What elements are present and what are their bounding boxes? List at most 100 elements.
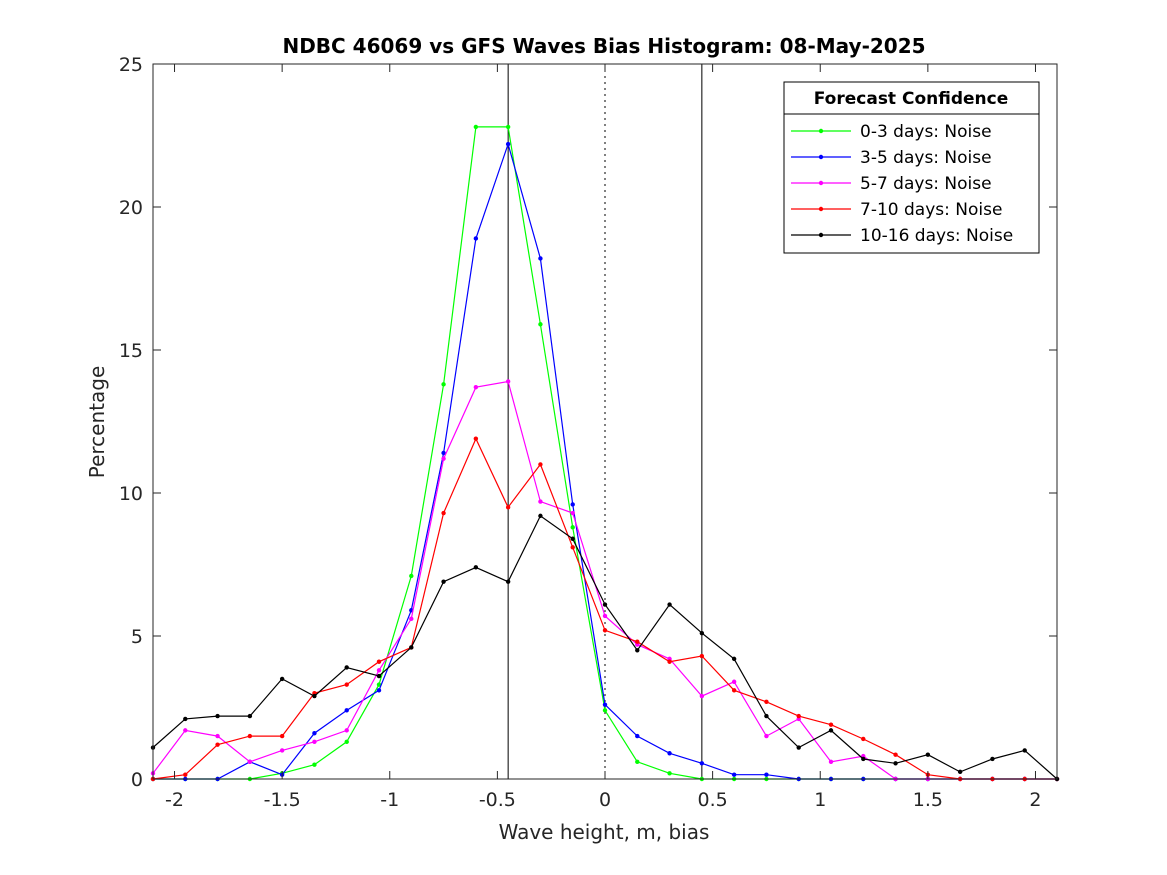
data-point <box>505 124 511 130</box>
legend-entry: 5-7 days: Noise <box>791 174 992 194</box>
data-point <box>861 736 866 742</box>
data-point <box>764 733 769 739</box>
data-point <box>215 733 220 739</box>
series-3 <box>150 436 1060 782</box>
data-point <box>699 653 705 659</box>
data-point <box>344 739 349 745</box>
data-point <box>183 772 188 777</box>
data-point <box>699 761 705 766</box>
legend-label: 3-5 days: Noise <box>860 148 992 168</box>
x-tick-label: 1.5 <box>913 789 943 811</box>
data-point <box>538 322 543 327</box>
data-point <box>473 565 479 570</box>
data-point <box>602 613 608 619</box>
data-point <box>344 708 349 713</box>
legend: Forecast Confidence 0-3 days: Noise 3-5 d… <box>783 81 1040 254</box>
legend-swatch-marker <box>818 154 824 160</box>
y-tick-label: 5 <box>131 626 143 648</box>
x-tick-label: -0.5 <box>479 789 516 811</box>
data-point <box>635 648 640 653</box>
legend-title: Forecast Confidence <box>814 89 1009 109</box>
data-point <box>473 384 479 390</box>
data-point <box>635 759 640 765</box>
data-point <box>473 236 479 241</box>
data-point <box>731 656 737 662</box>
data-point <box>279 748 285 753</box>
legend-box <box>783 81 1040 254</box>
data-point <box>1022 748 1027 753</box>
data-point <box>215 742 220 747</box>
data-point <box>861 756 866 762</box>
data-point <box>570 545 575 550</box>
legend-entry: 10-16 days: Noise <box>791 226 1013 246</box>
legend-label: 10-16 days: Noise <box>860 226 1013 246</box>
data-point <box>828 759 834 765</box>
data-point <box>505 379 511 384</box>
series-4 <box>150 513 1060 782</box>
data-point <box>731 679 737 684</box>
data-point <box>441 450 446 456</box>
x-tick-label: -2 <box>165 789 184 811</box>
x-axis-title: Wave height, m, bias <box>499 820 710 844</box>
data-point <box>667 659 672 664</box>
data-point <box>699 693 705 699</box>
x-tick-label: -1.5 <box>264 789 301 811</box>
data-point <box>215 713 220 719</box>
data-point <box>409 616 414 622</box>
x-tick-label: 0 <box>599 789 611 811</box>
data-point <box>376 688 382 693</box>
legend-label: 0-3 days: Noise <box>860 122 992 142</box>
data-point <box>505 579 511 584</box>
data-point <box>473 436 479 441</box>
data-point <box>764 772 769 777</box>
data-point <box>635 733 640 739</box>
data-point <box>957 769 963 775</box>
legend-label: 5-7 days: Noise <box>860 174 992 194</box>
data-point <box>538 499 543 504</box>
data-point <box>247 713 253 719</box>
data-point <box>183 716 188 722</box>
y-tick-label: 10 <box>119 483 143 505</box>
data-point <box>731 772 737 777</box>
data-point <box>312 762 317 767</box>
legend-entry: 0-3 days: Noise <box>791 122 992 142</box>
data-point <box>183 728 188 733</box>
legend-swatch-marker <box>818 232 824 238</box>
data-point <box>441 382 446 387</box>
x-tick-label: 0.5 <box>698 789 728 811</box>
data-point <box>376 673 382 679</box>
legend-swatch-marker <box>818 180 824 186</box>
data-point <box>279 733 285 739</box>
legend-entry: 7-10 days: Noise <box>791 200 1002 220</box>
legend-swatch-marker <box>818 206 824 212</box>
data-point <box>796 713 801 719</box>
data-point <box>376 668 382 673</box>
data-point <box>247 733 253 739</box>
data-point <box>570 525 575 530</box>
data-point <box>538 256 543 261</box>
data-point <box>893 752 898 757</box>
reference-lines <box>507 64 703 779</box>
x-tick-label: 2 <box>1029 789 1041 811</box>
data-point <box>538 462 543 467</box>
data-point <box>731 688 737 693</box>
data-point <box>409 573 414 579</box>
data-point <box>699 630 705 636</box>
y-tick-label: 25 <box>119 54 143 76</box>
data-point <box>441 456 446 461</box>
data-point <box>247 759 253 765</box>
data-point <box>312 739 317 745</box>
data-point <box>602 702 608 707</box>
legend-label: 7-10 days: Noise <box>860 200 1002 220</box>
chart-title: NDBC 46069 vs GFS Waves Bias Histogram: … <box>282 34 925 58</box>
data-point <box>570 536 575 541</box>
data-point <box>602 602 608 607</box>
y-tick-label: 15 <box>119 340 143 362</box>
data-point <box>344 728 349 733</box>
x-tick-label: -1 <box>380 789 399 811</box>
data-point <box>312 693 317 699</box>
data-point <box>764 713 769 719</box>
data-point <box>473 124 479 130</box>
